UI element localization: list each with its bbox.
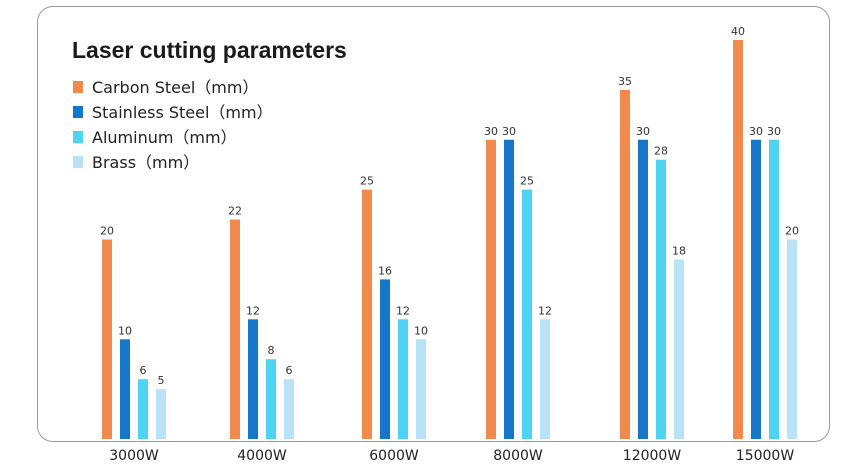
bar-3000W-series-0 [102,239,112,439]
legend-swatch-0 [73,81,83,93]
bar-value-label: 22 [228,205,242,218]
bar-4000W-series-3 [284,379,294,439]
bar-value-label: 35 [618,75,632,88]
bar-4000W-series-0 [230,219,240,439]
legend: Carbon Steel（mm） Stainless Steel（mm） Alumi… [73,78,273,172]
bar-value-label: 30 [636,125,650,138]
bar-value-label: 30 [767,125,781,138]
bar-6000W-series-2 [398,319,408,439]
bar-6000W-series-1 [380,279,390,439]
chart-frame [37,6,830,442]
bar-value-label: 10 [118,324,132,337]
bar-8000W-series-1 [504,139,514,439]
bar-15000W-series-1 [751,139,761,439]
x-tick-label: 3000W [109,448,159,464]
x-tick-label: 6000W [369,448,419,464]
bar-3000W-series-2 [138,379,148,439]
bar-4000W-series-1 [248,319,258,439]
legend-label-0: Carbon Steel（mm） [92,78,258,97]
x-tick-label: 8000W [493,448,543,464]
bar-value-label: 30 [749,125,763,138]
bar-value-label: 12 [538,304,552,317]
bar-value-label: 12 [246,304,260,317]
legend-swatch-1 [73,106,83,118]
bar-6000W-series-0 [362,189,372,439]
x-tick-label: 12000W [623,448,682,464]
bar-4000W-series-2 [266,359,276,439]
bar-12000W-series-2 [656,159,666,439]
legend-swatch-3 [73,156,83,168]
legend-label-2: Aluminum（mm） [92,128,237,147]
bar-value-label: 18 [672,244,686,257]
bar-value-label: 20 [785,225,799,238]
bar-3000W-series-3 [156,389,166,439]
bar-15000W-series-0 [733,40,743,439]
bar-15000W-series-3 [787,239,797,439]
bar-value-label: 30 [484,125,498,138]
bar-value-label: 25 [360,175,374,188]
bar-value-label: 20 [100,225,114,238]
bar-6000W-series-3 [416,339,426,439]
bar-value-label: 28 [654,145,668,158]
legend-swatch-2 [73,131,83,143]
bar-8000W-series-3 [540,319,550,439]
x-tick-label: 15000W [736,448,795,464]
bar-15000W-series-2 [769,139,779,439]
chart-title: Laser cutting parameters [72,37,347,63]
bar-12000W-series-0 [620,89,630,439]
legend-label-3: Brass（mm） [92,153,199,172]
bar-value-label: 30 [502,125,516,138]
x-axis-labels: 3000W 4000W 6000W 8000W 12000W 15000W [109,448,794,464]
bar-8000W-series-0 [486,139,496,439]
bar-value-label: 5 [158,374,165,387]
bar-value-label: 16 [378,264,392,277]
bar-value-label: 25 [520,175,534,188]
bar-12000W-series-1 [638,139,648,439]
bar-value-label: 6 [286,364,293,377]
bar-3000W-series-1 [120,339,130,439]
bar-value-label: 12 [396,304,410,317]
bar-12000W-series-3 [674,259,684,439]
bar-value-label: 6 [140,364,147,377]
bar-value-label: 10 [414,324,428,337]
bar-value-label: 40 [731,25,745,38]
x-tick-label: 4000W [237,448,287,464]
bar-8000W-series-2 [522,189,532,439]
legend-label-1: Stainless Steel（mm） [92,103,273,122]
bar-value-label: 8 [268,344,275,357]
